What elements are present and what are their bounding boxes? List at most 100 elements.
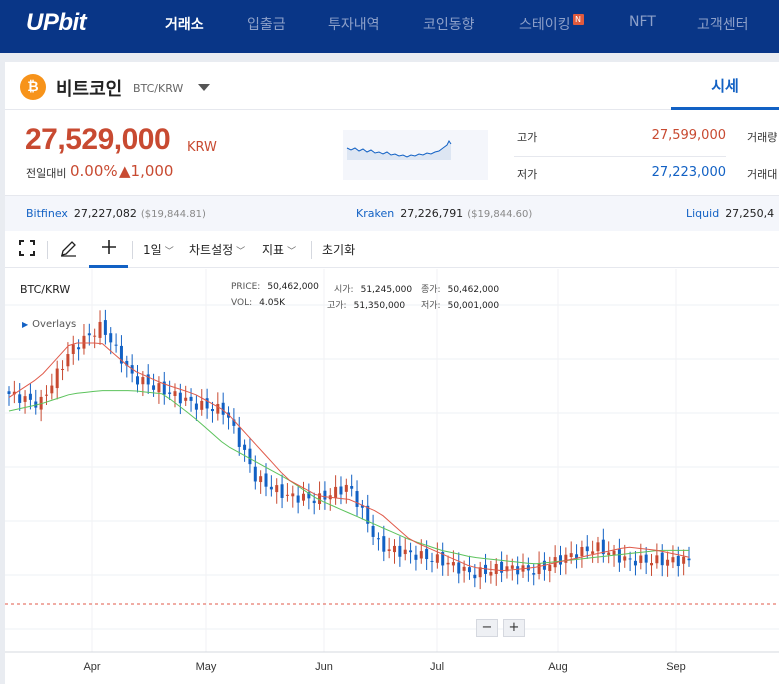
exchange-name[interactable]: Liquid xyxy=(686,207,720,220)
upbit-logo[interactable]: UPbit xyxy=(26,9,87,36)
candle-body xyxy=(425,548,429,560)
crosshair-icon-svg xyxy=(102,240,116,254)
candle-body xyxy=(441,551,445,566)
candle-body xyxy=(644,554,648,563)
ohlc-high: 고가: 51,350,000 xyxy=(327,298,405,311)
candle-body xyxy=(344,484,348,492)
candle-body xyxy=(382,536,386,552)
candle-body xyxy=(28,393,32,400)
crosshair-icon[interactable] xyxy=(101,239,117,258)
price-unit: KRW xyxy=(187,140,217,155)
candle-body xyxy=(467,567,471,573)
candle-body xyxy=(93,335,97,337)
chart-canvas[interactable]: Apr May Jun Jul Aug Sep xyxy=(5,269,779,684)
chevron-down-icon[interactable] xyxy=(198,84,210,91)
current-price: 27,529,000 xyxy=(25,123,171,156)
candle-body xyxy=(7,391,11,394)
fullscreen-icon[interactable] xyxy=(19,240,35,259)
candle-body xyxy=(376,538,380,540)
ma-short-line xyxy=(8,342,690,572)
new-badge: N xyxy=(572,14,584,25)
nav-coin-trends[interactable]: 코인동향 xyxy=(423,17,475,33)
overlays-label: Overlays xyxy=(32,319,77,330)
candle-body xyxy=(44,394,48,396)
toolbar-divider xyxy=(132,241,133,259)
trade-value-label: 거래대 xyxy=(747,168,778,181)
chart-toolbar: 1일 ﹀ 차트설정 ﹀ 지표 ﹀ 초기화 xyxy=(5,232,779,268)
zoom-in-button[interactable]: + xyxy=(503,619,525,637)
candle-body xyxy=(414,554,418,560)
candle-body xyxy=(478,567,482,578)
candle-body xyxy=(537,563,541,574)
top-nav: UPbit 거래소 입출금 투자내역 코인동향 스테이킹 N NFT 고객센터 xyxy=(0,0,779,53)
candle-body xyxy=(623,556,627,561)
indicators-button[interactable]: 지표 ﹀ xyxy=(262,241,296,258)
nav-exchange[interactable]: 거래소 xyxy=(165,17,204,33)
candle-body xyxy=(628,558,632,560)
x-tick-label: Jul xyxy=(430,661,444,673)
price-chart[interactable]: Apr May Jun Jul Aug Sep BTC/KRW ▶ Overlays PRI… xyxy=(5,269,779,684)
x-tick-label: Sep xyxy=(666,661,686,673)
candle-body xyxy=(98,321,102,338)
exchange-liquid: Liquid 27,250,4 xyxy=(686,207,774,220)
active-tool-indicator xyxy=(89,265,128,268)
candle-body xyxy=(12,391,16,395)
candle-body xyxy=(296,495,300,503)
nav-deposit-withdraw[interactable]: 입출금 xyxy=(247,17,286,33)
candle-body xyxy=(633,560,637,566)
nav-nft[interactable]: NFT xyxy=(629,14,656,30)
candle-body xyxy=(125,360,129,366)
candle-body xyxy=(339,486,343,495)
exchange-krw: 27,227,082 xyxy=(73,207,137,220)
candle-body xyxy=(210,409,214,412)
x-tick-label: Aug xyxy=(548,661,568,673)
nav-customer-center[interactable]: 고객센터 xyxy=(697,17,749,33)
price-value: 50,462,000 xyxy=(267,282,319,292)
candle-body xyxy=(435,554,439,563)
candle-body xyxy=(23,396,27,402)
candle-body xyxy=(280,484,284,498)
sparkline xyxy=(343,130,488,180)
zoom-out-button[interactable]: − xyxy=(476,619,498,637)
candle-body xyxy=(189,396,193,401)
low-value: 27,223,000 xyxy=(651,165,726,180)
chart-settings-button[interactable]: 차트설정 ﹀ xyxy=(189,241,245,258)
candle-body xyxy=(500,561,504,573)
fullscreen-icon-svg xyxy=(19,240,35,256)
overlays-toggle[interactable]: ▶ Overlays xyxy=(22,319,76,330)
candle-body xyxy=(162,381,166,395)
candle-body xyxy=(676,555,680,567)
tab-market-price[interactable]: 시세 xyxy=(671,62,779,110)
candle-body xyxy=(232,419,236,426)
candle-body xyxy=(291,493,295,497)
nav-investments[interactable]: 투자내역 xyxy=(328,17,380,33)
exchange-name[interactable]: Kraken xyxy=(356,207,395,220)
candle-body xyxy=(366,505,370,524)
x-axis-ticks: Apr May Jun Jul Aug Sep xyxy=(5,651,779,673)
candle-body xyxy=(671,557,675,563)
candle-body xyxy=(184,397,188,401)
reset-button[interactable]: 초기화 xyxy=(322,243,356,257)
x-tick-label: Jun xyxy=(315,661,333,673)
play-icon: ▶ xyxy=(22,320,29,329)
indicators-label: 지표 xyxy=(262,243,285,257)
interval-select[interactable]: 1일 ﹀ xyxy=(143,241,174,258)
exchange-bitfinex: Bitfinex 27,227,082 ($19,844.81) xyxy=(26,207,206,220)
vol-label: VOL: xyxy=(231,298,253,308)
sparkline-svg xyxy=(346,140,452,160)
exchange-usd: ($19,844.60) xyxy=(467,209,533,220)
candle-body xyxy=(505,566,509,572)
candle-body xyxy=(457,562,461,574)
exchange-name[interactable]: Bitfinex xyxy=(26,207,68,220)
candle-body xyxy=(409,550,413,553)
candle-body xyxy=(403,549,407,555)
nav-staking[interactable]: 스테이킹 N xyxy=(519,14,584,34)
candle-body xyxy=(55,368,59,389)
candle-body xyxy=(87,333,91,336)
high-label: 고가: xyxy=(327,301,347,311)
coin-name: 비트코인 xyxy=(56,79,123,100)
candle-body xyxy=(430,560,434,562)
sparkline-area xyxy=(347,141,451,160)
pencil-icon[interactable] xyxy=(60,240,77,260)
candle-body xyxy=(419,551,423,559)
